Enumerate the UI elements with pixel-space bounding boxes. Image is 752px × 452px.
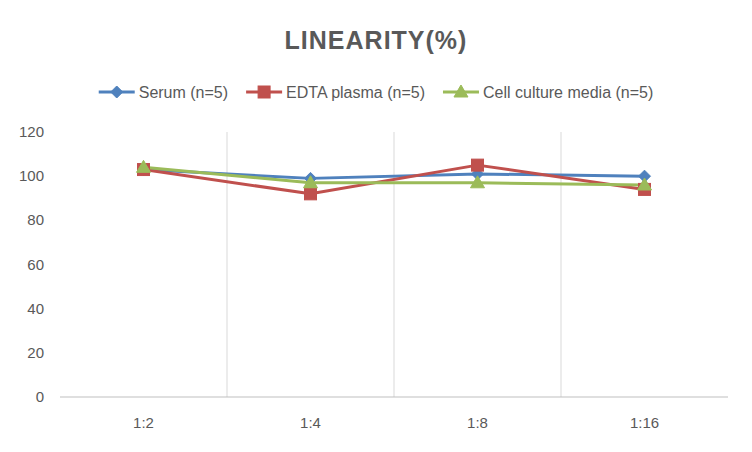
y-tick-label: 120 xyxy=(19,123,44,140)
y-tick xyxy=(57,220,60,221)
background xyxy=(0,0,752,452)
grid-line xyxy=(394,132,395,397)
x-axis xyxy=(60,397,728,398)
legend-marker xyxy=(454,85,468,97)
y-tick-label: 80 xyxy=(27,211,44,228)
legend-label: EDTA plasma (n=5) xyxy=(286,84,425,101)
point xyxy=(638,178,652,190)
y-tick xyxy=(57,132,60,133)
y-tick xyxy=(57,397,60,398)
point xyxy=(305,188,317,200)
point xyxy=(137,160,151,172)
grid-line xyxy=(561,132,562,397)
legend-item: Cell culture media (n=5) xyxy=(443,84,653,101)
legend-item: EDTA plasma (n=5) xyxy=(246,84,425,101)
legend-label: Cell culture media (n=5) xyxy=(483,84,653,101)
point xyxy=(471,176,485,188)
title: LINEARITY(%) xyxy=(285,26,468,54)
legend-marker xyxy=(258,86,270,98)
legend-marker xyxy=(111,86,123,98)
y-tick xyxy=(57,352,60,353)
grid-line xyxy=(227,132,228,397)
point xyxy=(304,176,318,188)
legend: Serum (n=5) EDTA plasma (n=5) Cell culture… xyxy=(99,84,654,101)
series-line xyxy=(144,167,645,185)
legend-item: Serum (n=5) xyxy=(99,84,228,101)
y-tick-label: 60 xyxy=(27,256,44,273)
y-tick xyxy=(57,176,60,177)
series-line xyxy=(144,165,645,194)
y-tick xyxy=(57,308,60,309)
plot-area xyxy=(137,159,652,200)
y-tick-label: 40 xyxy=(27,300,44,317)
y-tick-label: 20 xyxy=(27,344,44,361)
legend-label: Serum (n=5) xyxy=(139,84,228,101)
point xyxy=(472,159,484,171)
x-tick-label: 1:16 xyxy=(630,414,659,431)
x-tick-label: 1:2 xyxy=(133,414,154,431)
x-tick-label: 1:4 xyxy=(300,414,321,431)
y-tick-label: 100 xyxy=(19,167,44,184)
y-tick-label: 0 xyxy=(36,388,44,405)
chart: LINEARITY(%) 0 20 40 60 80 100 120 1:2 1:4 1:8 1:16… xyxy=(0,0,752,452)
x-tick-label: 1:8 xyxy=(467,414,488,431)
y-tick xyxy=(57,264,60,265)
